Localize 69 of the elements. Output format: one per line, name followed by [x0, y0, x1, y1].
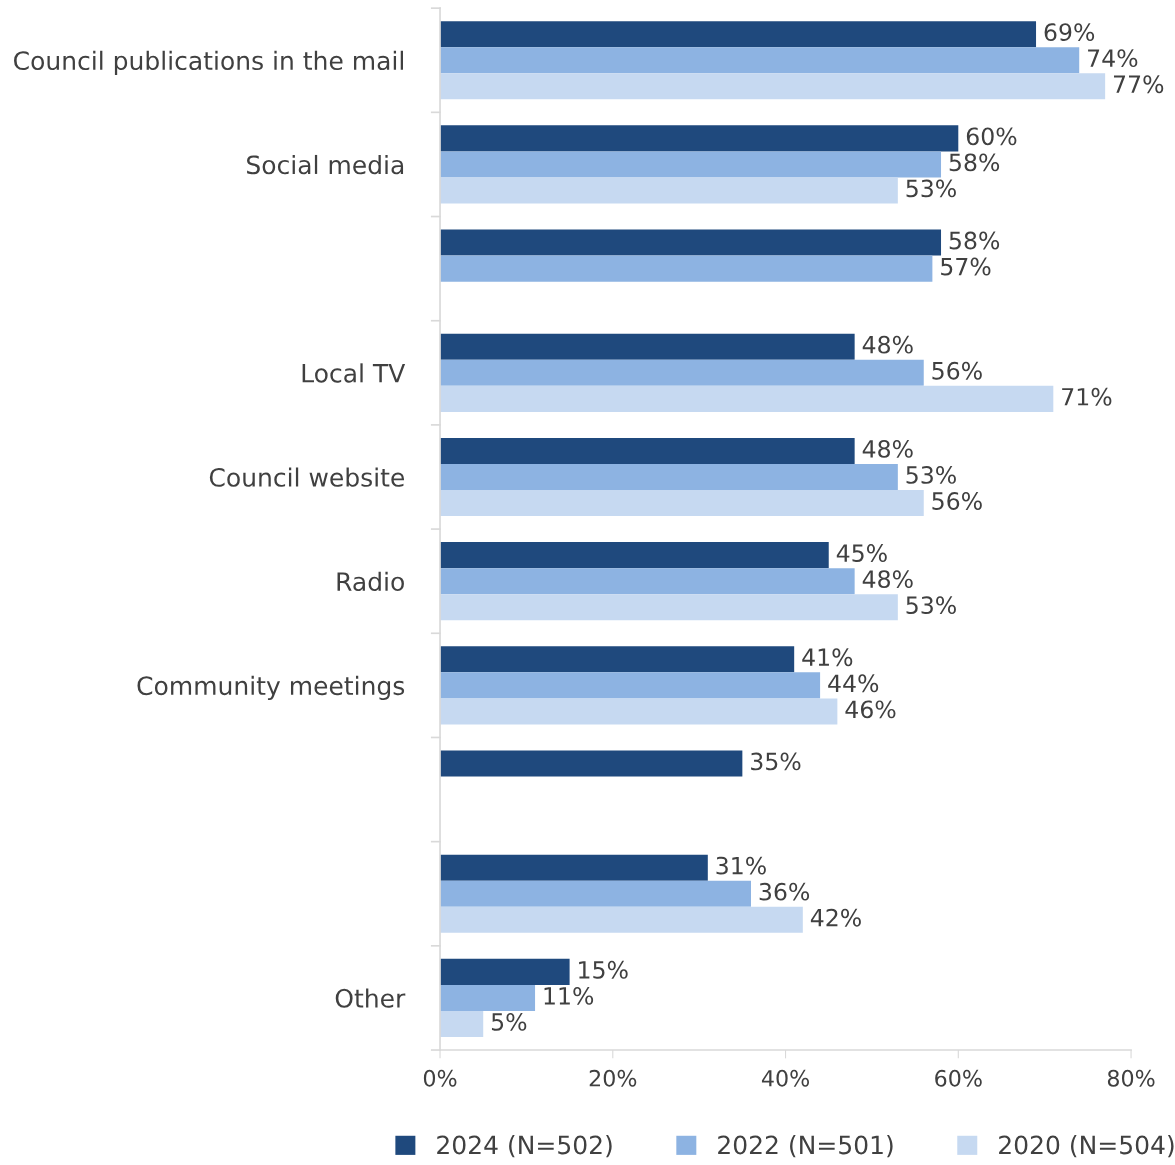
text: 58% [949, 153, 1000, 172]
bar [440, 359, 924, 386]
y-tick-label: Council publications in the mail [14, 50, 403, 75]
bar [440, 958, 570, 985]
text: 48% [862, 570, 913, 589]
bar [440, 698, 838, 725]
x-tick-label: 40% [761, 1069, 810, 1087]
x-tick-label: 0% [423, 1069, 457, 1087]
text: 53% [906, 179, 956, 198]
text: 53% [906, 465, 956, 484]
text: 56% [932, 361, 982, 380]
legend-label: 2022 (N=501) [718, 1135, 893, 1158]
text: 44% [828, 674, 879, 693]
text: 57% [941, 257, 991, 276]
text: 58% [949, 231, 1000, 250]
text: 56% [932, 492, 982, 510]
x-tick-label: 60% [935, 1069, 982, 1087]
y-tick-label: Council website [209, 467, 404, 487]
text: 31% [716, 856, 766, 875]
x-tick-label: 80% [1107, 1069, 1155, 1087]
bar [440, 646, 795, 673]
text: 53% [906, 596, 956, 615]
legend-label: 2024 (N=502) [437, 1135, 612, 1158]
bar [440, 542, 829, 569]
bar [440, 151, 942, 178]
bar [440, 568, 855, 595]
text: 41% [802, 648, 853, 667]
bar [440, 463, 898, 491]
bar [440, 385, 1054, 412]
y-tick-label: Radio [337, 571, 404, 592]
bar [440, 437, 855, 464]
text: 77% [1113, 75, 1164, 94]
y-tick-label: Local TV [302, 363, 406, 383]
y-tick-label: Other [335, 988, 406, 1008]
text: 48% [862, 439, 913, 458]
y-tick-label: Social media [247, 154, 404, 175]
bar [440, 47, 1080, 74]
bar [440, 854, 708, 881]
legend-label: 2020 (N=504) [999, 1135, 1174, 1158]
bar [440, 255, 933, 282]
text: 36% [759, 882, 810, 901]
bar [440, 672, 821, 699]
text: 5% [491, 1012, 527, 1031]
text: 45% [836, 544, 887, 562]
text: 48% [862, 335, 913, 354]
bar [440, 906, 803, 933]
text: 35% [751, 752, 801, 771]
bar [440, 750, 743, 777]
y-tick-label: Community meetings [137, 675, 405, 701]
text: 15% [579, 960, 628, 979]
bar [440, 21, 1037, 48]
bar [440, 984, 536, 1011]
bar [440, 333, 855, 360]
bar [440, 177, 898, 204]
text: 46% [845, 700, 896, 719]
text: 60% [966, 127, 1017, 146]
bar [440, 125, 959, 152]
x-tick-label: 20% [589, 1069, 637, 1087]
bar [440, 1010, 484, 1037]
text: 71% [1062, 387, 1112, 406]
bar [440, 880, 751, 907]
text: 74% [1088, 49, 1138, 68]
bar [440, 73, 1106, 100]
text: 11% [544, 986, 594, 1005]
text: 69% [1044, 23, 1095, 42]
text: 42% [810, 908, 861, 927]
bar [440, 229, 942, 256]
bar [440, 594, 898, 621]
bar [440, 490, 924, 517]
